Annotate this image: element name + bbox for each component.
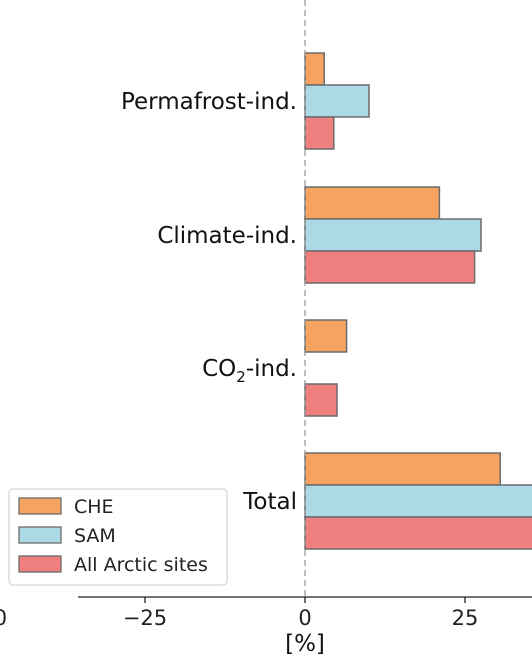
category-label: Climate-ind. — [157, 223, 297, 249]
category-label: CO2-ind. — [202, 356, 297, 386]
bar-permafrost-ind--che — [304, 52, 325, 86]
legend-label: All Arctic sites — [74, 554, 208, 576]
legend-swatch — [18, 497, 62, 515]
bar-total-all-arctic-sites — [304, 516, 532, 550]
bar-total-sam — [304, 484, 532, 518]
bars-layer — [304, 52, 532, 550]
legend-box — [8, 488, 228, 586]
bar-co2-ind--all-arctic-sites — [304, 383, 338, 417]
x-tick-label: 25 — [452, 606, 479, 630]
legend-swatch — [18, 526, 62, 544]
bar-co2-ind--che — [304, 319, 348, 353]
bar-permafrost-ind--sam — [304, 84, 370, 118]
x-tick-label: 0 — [298, 606, 311, 630]
bar-climate-ind--che — [304, 186, 441, 220]
x-ticks: −50−2502550 — [0, 597, 479, 630]
bar-total-che — [304, 452, 501, 486]
legend-label: CHE — [74, 496, 114, 518]
legend-label: SAM — [74, 525, 116, 547]
category-label: Permafrost-ind. — [121, 89, 297, 115]
bar-permafrost-ind--all-arctic-sites — [304, 116, 335, 150]
legend: CHE SAM All Arctic sites — [8, 488, 228, 586]
legend-swatch — [18, 555, 62, 573]
bar-climate-ind--all-arctic-sites — [304, 250, 476, 284]
category-labels: Permafrost-ind. Climate-ind. CO2-ind. Total — [121, 89, 297, 515]
category-label: Total — [242, 489, 297, 515]
x-tick-label: −25 — [123, 606, 167, 630]
x-axis-label: [%] — [285, 631, 325, 654]
x-tick-label: −50 — [0, 606, 7, 630]
bar-climate-ind--sam — [304, 218, 482, 252]
